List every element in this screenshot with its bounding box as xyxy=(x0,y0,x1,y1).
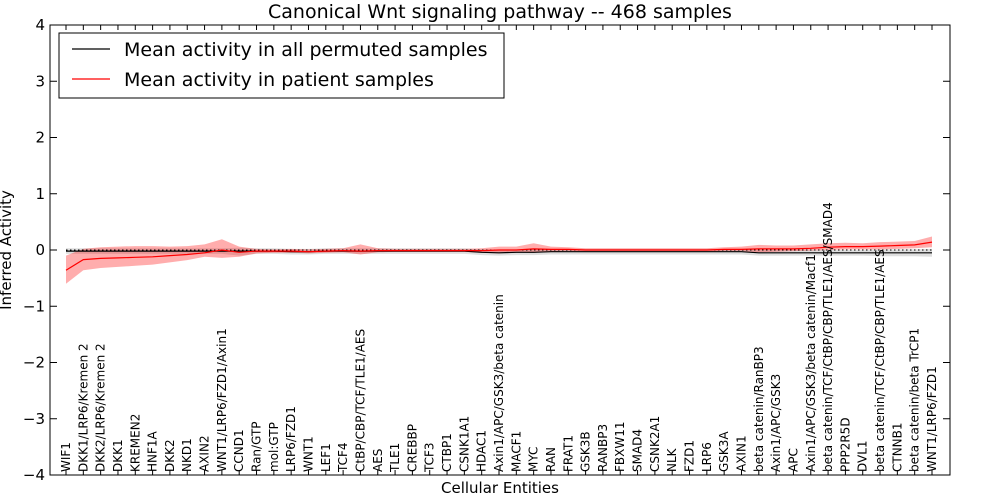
series-lines xyxy=(65,241,933,271)
x-tick-label: APC xyxy=(786,448,800,472)
x-tick-label: DKK2/LRP6/Kremen 2 xyxy=(94,343,108,472)
x-tick-label: MACF1 xyxy=(509,431,523,472)
x-tick-label: WNT1/LRP6/FZD1 xyxy=(925,366,939,472)
x-tick-label: beta catenin/TCF/CtBP/CBP/TLE1/AES/SMAD4 xyxy=(821,202,835,472)
x-tick-label: Axin1/APC/GSK3 xyxy=(769,374,783,472)
x-tick-label: AES xyxy=(371,449,385,472)
y-tick-label: −3 xyxy=(23,410,45,428)
x-tick-label: Axin1/APC/GSK3/beta catenin xyxy=(492,294,506,472)
x-tick-label: LEF1 xyxy=(319,443,333,472)
x-axis: WIF1 DKK1/LRP6/Kremen 2 DKK2/LRP6/Kremen 2… xyxy=(59,25,939,475)
x-tick-label: beta catenin/TCF/CtBP/CBP/TLE1/AES xyxy=(873,249,887,472)
x-tick-label: AXIN1 xyxy=(735,435,749,472)
x-tick-label: GSK3B xyxy=(579,431,593,472)
x-tick-label: CTBP1 xyxy=(440,433,454,472)
x-axis-label: Cellular Entities xyxy=(441,479,559,497)
x-tick-label: AXIN2 xyxy=(198,435,212,472)
x-tick-label: FRAT1 xyxy=(561,435,575,472)
x-tick-label: TLE1 xyxy=(388,443,402,473)
x-tick-label: beta catenin/beta TrCP1 xyxy=(908,328,922,472)
y-tick-label: −4 xyxy=(23,466,45,484)
x-tick-label: beta catenin/RanBP3 xyxy=(752,346,766,472)
x-tick-label: NLK xyxy=(665,447,679,472)
legend-label-permuted: Mean activity in all permuted samples xyxy=(124,39,487,61)
x-tick-label: NKD1 xyxy=(180,438,194,472)
x-tick-label: MYC xyxy=(527,447,541,472)
x-tick-label: FBXW11 xyxy=(613,422,627,473)
x-tick-label: RAN xyxy=(544,447,558,472)
x-tick-label: LRP6/FZD1 xyxy=(284,406,298,472)
y-axis-label: Inferred Activity xyxy=(0,190,15,310)
x-tick-label: RANBP3 xyxy=(596,424,610,472)
x-tick-label: CREBBP xyxy=(405,424,419,472)
x-tick-label: CCND1 xyxy=(232,429,246,472)
x-tick-label: Axin1/APC/GSK3/beta catenin/Macf1 xyxy=(804,254,818,472)
x-tick-label: GSK3A xyxy=(717,431,731,472)
chart-title: Canonical Wnt signaling pathway -- 468 s… xyxy=(268,1,732,23)
x-tick-label: HNF1A xyxy=(146,430,160,472)
x-tick-label: mol:GTP xyxy=(267,422,281,472)
y-tick-label: 2 xyxy=(35,129,45,147)
x-tick-label: SMAD4 xyxy=(631,429,645,472)
x-tick-label: DKK1 xyxy=(111,439,125,472)
x-tick-label: PPP2R5D xyxy=(838,417,852,472)
y-tick-label: 3 xyxy=(35,72,45,90)
legend: Mean activity in all permuted samples Me… xyxy=(58,32,505,99)
x-tick-label: FZD1 xyxy=(683,440,697,472)
x-tick-label: CSNK2A1 xyxy=(648,416,662,472)
x-tick-label: TCF4 xyxy=(336,442,350,473)
x-tick-label: KREMEN2 xyxy=(128,414,142,472)
series-line-patient xyxy=(65,241,933,271)
x-tick-label: DKK1/LRP6/Kremen 2 xyxy=(76,343,90,472)
band-patient xyxy=(66,236,932,284)
y-axis: −4 −3 −2 −1 0 1 2 3 4 xyxy=(23,16,950,484)
y-tick-label: −2 xyxy=(23,354,45,372)
legend-label-patient: Mean activity in patient samples xyxy=(124,69,434,91)
y-tick-label: 4 xyxy=(35,16,45,34)
confidence-bands xyxy=(66,236,932,284)
x-tick-label: CTNNB1 xyxy=(890,422,904,472)
y-tick-label: 0 xyxy=(35,241,45,259)
x-tick-label: LRP6 xyxy=(700,442,714,472)
x-tick-label: Ran/GTP xyxy=(250,421,264,472)
x-tick-label: DVL1 xyxy=(856,440,870,472)
legend-box xyxy=(58,32,505,99)
x-tick-label: TCF3 xyxy=(423,442,437,473)
y-tick-label: −1 xyxy=(23,297,45,315)
x-tick-label: CtBP/CBP/TCF/TLE1/AES xyxy=(353,329,367,472)
x-tick-label: CSNK1A1 xyxy=(457,416,471,472)
x-tick-label: WIF1 xyxy=(59,442,73,472)
y-tick-label: 1 xyxy=(35,185,45,203)
x-tick-label: HDAC1 xyxy=(475,430,489,472)
x-tick-label: WNT1 xyxy=(302,436,316,472)
series-line-permuted xyxy=(66,250,932,254)
x-tick-label: WNT1/LRP6/FZD1/Axin1 xyxy=(215,328,229,472)
x-tick-label: DKK2 xyxy=(163,439,177,472)
